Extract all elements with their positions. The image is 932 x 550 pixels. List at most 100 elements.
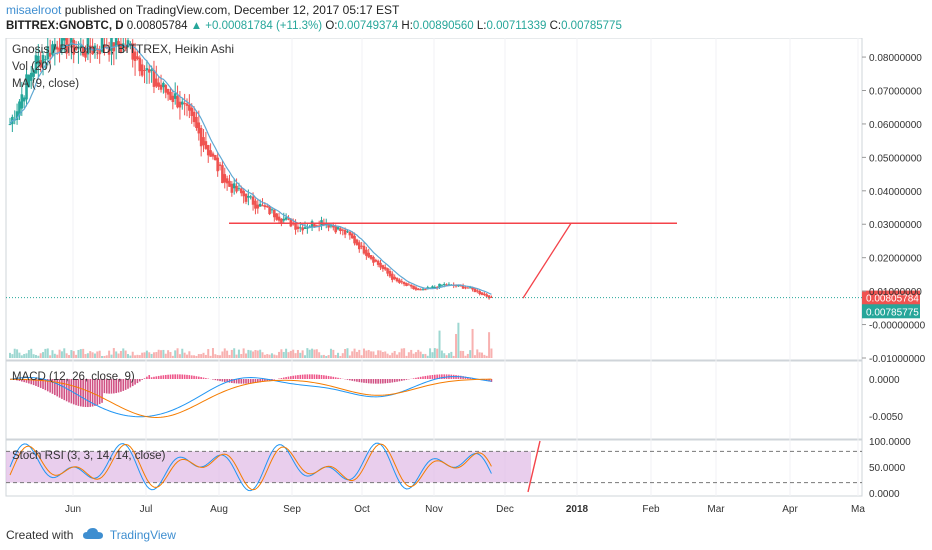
volume-bar: [219, 355, 222, 358]
candle-body: [51, 44, 54, 55]
author-link[interactable]: misaelroot: [6, 3, 62, 17]
candle-body: [91, 47, 94, 55]
volume-bar: [259, 349, 262, 358]
tradingview-link[interactable]: TradingView: [109, 528, 176, 542]
candle-body: [230, 183, 234, 193]
volume-bar: [242, 348, 245, 358]
volume-bar: [105, 355, 108, 358]
grid-lines: [72, 38, 859, 496]
volume-bar: [455, 334, 458, 358]
y-tick-label: 0.06000000: [869, 120, 922, 131]
candle-body: [277, 216, 281, 221]
candle-body: [79, 45, 83, 49]
ma-polyline: [9, 42, 492, 295]
volume-bar: [171, 355, 174, 358]
volume-bar: [115, 351, 118, 358]
macd-series: [9, 374, 493, 418]
ma-line: [9, 42, 492, 295]
candle-body: [214, 155, 217, 161]
candle-body: [211, 153, 215, 157]
volume-bar: [30, 348, 33, 358]
volume-bar: [252, 351, 255, 358]
volume-bar: [237, 349, 240, 358]
tradingview-cloud-icon: [82, 525, 103, 547]
volume-bar: [334, 355, 337, 358]
signal-line: [9, 378, 492, 418]
volume-bar: [245, 353, 247, 358]
candle-body: [145, 68, 149, 71]
volume-bar: [386, 353, 389, 358]
candle-body: [119, 43, 123, 53]
candle-body: [483, 293, 486, 296]
volume-bar: [110, 354, 113, 358]
volume-bar: [452, 355, 455, 358]
volume-bar: [188, 351, 191, 358]
volume-bar: [337, 352, 340, 358]
volume-bar: [301, 350, 304, 358]
chart-area[interactable]: 0.00805784 0.00785775 0.08000000 0.0700000…: [0, 16, 932, 518]
y-tick-label: 0.01000000: [869, 287, 922, 298]
volume-bar: [136, 354, 139, 358]
candle-body: [117, 41, 120, 47]
volume-bar: [483, 354, 486, 358]
volume-bar: [270, 353, 273, 358]
candle-body: [355, 239, 359, 245]
volume-bar: [174, 350, 177, 358]
candle-body: [25, 74, 28, 100]
volume-bar: [367, 349, 370, 358]
candle-body: [190, 107, 194, 117]
volume-bar: [466, 353, 469, 358]
volume-bar: [443, 353, 446, 358]
volume-bar: [86, 353, 89, 358]
candle-body: [98, 49, 101, 55]
volume-bar: [134, 355, 137, 358]
candle-body: [171, 95, 175, 102]
volume-bar: [84, 354, 87, 358]
candle-body: [447, 284, 451, 286]
candle-body: [284, 217, 288, 220]
chart-svg[interactable]: 0.00805784 0.00785775 0.08000000 0.0700000…: [0, 16, 932, 518]
volume-bar: [169, 352, 172, 358]
candle-body: [301, 227, 304, 231]
volume-bar: [42, 352, 45, 358]
candle-body: [336, 227, 340, 230]
candle-body: [414, 287, 418, 290]
volume-bar: [79, 349, 82, 358]
candle-body: [147, 69, 151, 73]
candle-body: [48, 52, 52, 57]
close-label: C:: [549, 20, 562, 32]
candle-body: [84, 51, 87, 58]
volume-bar: [103, 355, 106, 358]
candle-body: [360, 245, 363, 247]
y-axis-labels: 0.08000000 0.07000000 0.06000000 0.05000000…: [862, 53, 926, 500]
projection-line: [522, 222, 572, 299]
volume-bar: [294, 353, 297, 358]
trend-lines[interactable]: [6, 222, 862, 493]
candle-body: [60, 30, 64, 51]
volume-bar: [240, 354, 243, 358]
candle-body: [391, 273, 394, 280]
candle-body: [110, 33, 113, 51]
volume-bar: [464, 355, 467, 358]
volume-bar: [391, 352, 394, 358]
candle-body: [124, 45, 127, 49]
candle-body: [58, 48, 61, 53]
volume-bar: [223, 348, 226, 358]
footer: Created with TradingView: [6, 524, 176, 546]
candle-body: [468, 287, 472, 289]
candle-body: [22, 97, 26, 102]
candle-body: [221, 165, 224, 184]
volume-bar: [393, 351, 396, 358]
volume-bar: [473, 355, 476, 358]
volume-bar: [268, 354, 271, 358]
volume-bar: [34, 354, 37, 358]
candle-body: [478, 290, 481, 294]
stoch-tick-label: 100.0000: [869, 437, 911, 448]
volume-bar: [327, 355, 330, 358]
volume-bar: [155, 352, 158, 358]
macd-tick-label: 0.0000: [869, 375, 900, 386]
candle-body: [140, 64, 144, 76]
stoch-k-line: [9, 442, 492, 492]
volume-bar: [93, 353, 96, 358]
y-tick-label: 0.04000000: [869, 187, 922, 198]
